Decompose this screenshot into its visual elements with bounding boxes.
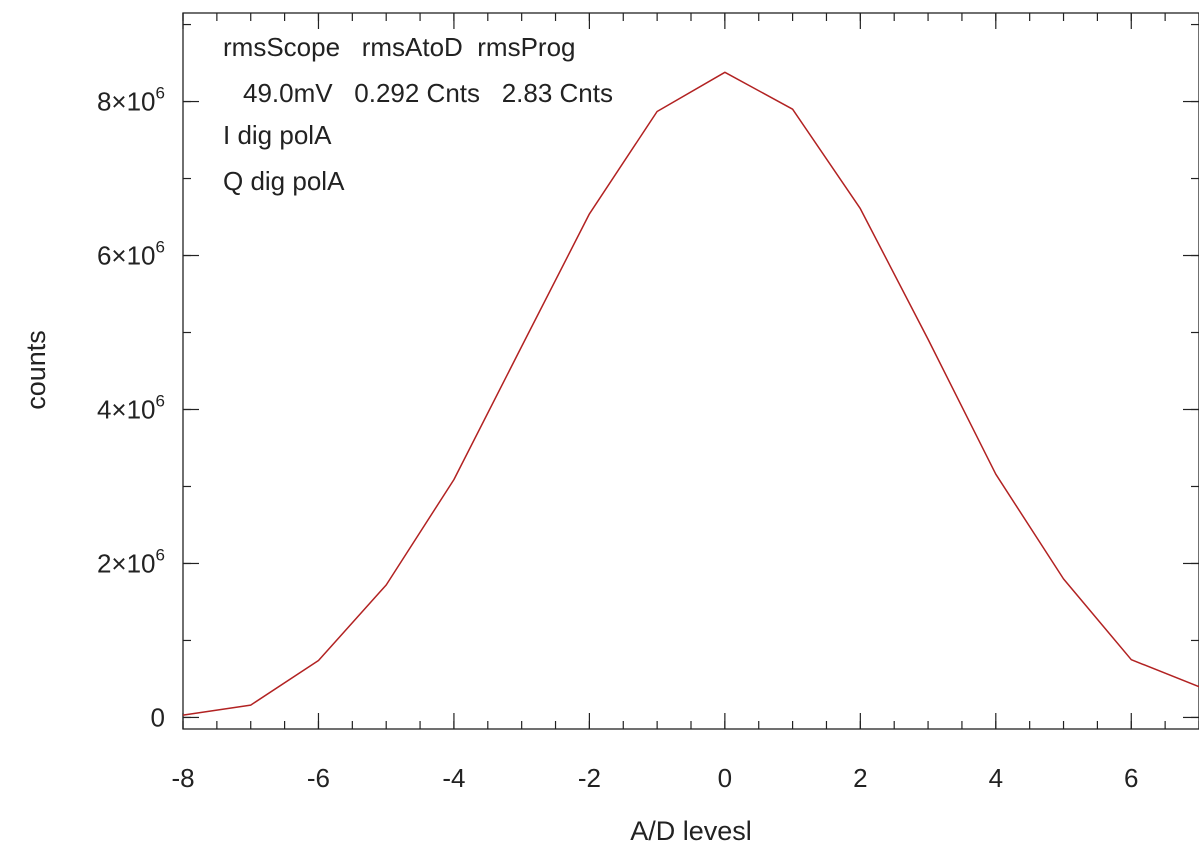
x-tick-labels: -8 -6 -4 -2 0 2 4 6: [171, 763, 1138, 793]
stats-header-text: rmsScope rmsAtoD rmsProg: [223, 32, 576, 62]
x-tick-label: 4: [989, 763, 1003, 793]
x-axis-label: A/D levesl: [630, 816, 752, 846]
y-tick-label: 6×106: [97, 238, 165, 271]
y-tick-labels: 0 2×106 4×106 6×106 8×106: [97, 84, 165, 733]
y-tick-label: 0: [151, 702, 165, 732]
y-tick-label: 8×106: [97, 84, 165, 117]
series-line-q-dig-pola: [182, 71, 1199, 716]
series-layer: [182, 71, 1199, 716]
y-tick-label: 2×106: [97, 545, 165, 578]
x-tick-label: -6: [307, 763, 330, 793]
y-axis-label: counts: [21, 330, 51, 410]
x-tick-label: 0: [718, 763, 732, 793]
x-tick-label: -2: [578, 763, 601, 793]
x-tick-label: -4: [442, 763, 465, 793]
x-tick-label: 6: [1124, 763, 1138, 793]
legend-entry-i-dig-pola: I dig polA: [223, 120, 332, 150]
plot-frame: [182, 12, 1199, 730]
stats-values-text: 49.0mV 0.292 Cnts 2.83 Cnts: [243, 78, 613, 108]
x-tick-label: -8: [171, 763, 194, 793]
axis-ticks: [182, 13, 1199, 729]
legend-entry-q-dig-pola: Q dig polA: [223, 166, 345, 196]
y-tick-label: 4×106: [97, 391, 165, 424]
x-tick-label: 2: [853, 763, 867, 793]
